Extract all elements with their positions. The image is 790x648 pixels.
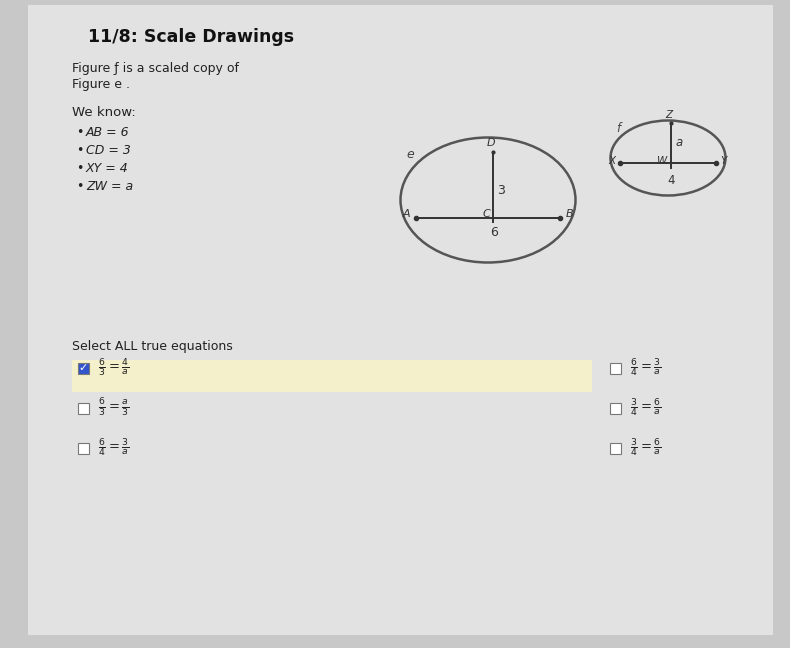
Text: AB = 6: AB = 6 xyxy=(86,126,130,139)
Bar xyxy=(78,443,89,454)
Text: 4: 4 xyxy=(668,174,675,187)
Text: •: • xyxy=(76,126,84,139)
Text: $\frac{6}{3} = \frac{4}{a}$: $\frac{6}{3} = \frac{4}{a}$ xyxy=(98,357,130,379)
FancyBboxPatch shape xyxy=(72,360,592,392)
Text: XY = 4: XY = 4 xyxy=(86,162,129,175)
Bar xyxy=(78,402,89,413)
Text: $\frac{6}{4} = \frac{3}{a}$: $\frac{6}{4} = \frac{3}{a}$ xyxy=(98,437,130,459)
Text: a: a xyxy=(676,137,683,150)
Text: 11/8: Scale Drawings: 11/8: Scale Drawings xyxy=(88,28,294,46)
Text: e: e xyxy=(406,148,414,161)
Text: X: X xyxy=(609,156,616,166)
Text: Figure e .: Figure e . xyxy=(72,78,130,91)
Text: $\frac{3}{4} = \frac{6}{a}$: $\frac{3}{4} = \frac{6}{a}$ xyxy=(630,437,662,459)
Text: D: D xyxy=(487,138,495,148)
Bar xyxy=(610,362,621,373)
Text: •: • xyxy=(76,180,84,193)
Text: $\frac{3}{4} = \frac{6}{a}$: $\frac{3}{4} = \frac{6}{a}$ xyxy=(630,397,662,419)
Bar xyxy=(610,443,621,454)
Text: W: W xyxy=(656,156,667,166)
Text: ZW = a: ZW = a xyxy=(86,180,134,193)
Text: 6: 6 xyxy=(490,226,498,239)
Text: C: C xyxy=(482,209,490,219)
Bar xyxy=(610,402,621,413)
Text: Select ALL true equations: Select ALL true equations xyxy=(72,340,233,353)
Text: We know:: We know: xyxy=(72,106,136,119)
Text: A: A xyxy=(402,209,410,219)
Text: $\frac{6}{3} = \frac{a}{3}$: $\frac{6}{3} = \frac{a}{3}$ xyxy=(98,397,130,419)
Text: $\frac{6}{4} = \frac{3}{a}$: $\frac{6}{4} = \frac{3}{a}$ xyxy=(630,357,662,379)
Text: CD = 3: CD = 3 xyxy=(86,144,131,157)
Bar xyxy=(78,362,89,373)
FancyBboxPatch shape xyxy=(28,5,773,635)
Text: Z: Z xyxy=(665,110,672,120)
Text: Y: Y xyxy=(720,156,726,166)
Text: ✓: ✓ xyxy=(79,363,88,373)
Text: •: • xyxy=(76,162,84,175)
Text: •: • xyxy=(76,144,84,157)
Text: B: B xyxy=(566,209,574,219)
Text: 3: 3 xyxy=(497,183,505,196)
Text: Figure ƒ is a scaled copy of: Figure ƒ is a scaled copy of xyxy=(72,62,239,75)
Text: f: f xyxy=(616,122,620,135)
